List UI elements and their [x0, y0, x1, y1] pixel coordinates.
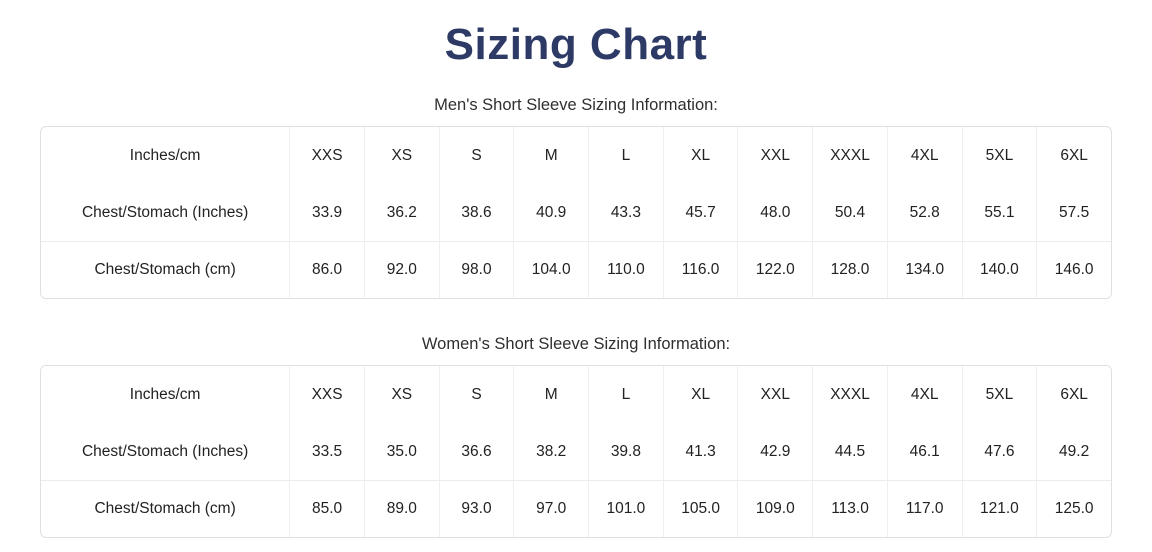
value-cell: 134.0	[886, 241, 962, 298]
value-cell: 125.0	[1036, 480, 1111, 537]
value-cell: 146.0	[1036, 241, 1111, 298]
table-row: Chest/Stomach (Inches) 33.5 35.0 36.6 38.2 39…	[41, 423, 1111, 480]
value-cell: 49.2	[1036, 423, 1111, 480]
size-header-cell: XXXL	[812, 127, 887, 184]
value-cell: 121.0	[961, 480, 1037, 537]
value-cell: 39.8	[588, 423, 663, 480]
value-cell: 33.9	[289, 184, 364, 241]
value-cell: 35.0	[363, 423, 439, 480]
value-cell: 38.6	[438, 184, 514, 241]
size-header-cell: XXL	[737, 366, 812, 423]
value-cell: 97.0	[513, 480, 589, 537]
size-header-cell: S	[438, 366, 514, 423]
header-row: Inches/cm XXS XS S M L XL XXL XXXL 4XL 5XL 6XL	[41, 127, 1111, 184]
size-header-cell: XS	[363, 366, 439, 423]
table-row: Chest/Stomach (Inches) 33.9 36.2 38.6 40.9 43…	[41, 184, 1111, 241]
value-cell: 86.0	[289, 241, 364, 298]
value-cell: 117.0	[886, 480, 962, 537]
value-cell: 98.0	[438, 241, 514, 298]
size-header-cell: 6XL	[1036, 127, 1111, 184]
value-cell: 46.1	[886, 423, 962, 480]
womens-sizing-table: Inches/cm XXS XS S M L XL XXL XXXL 4XL 5XL 6XL Chest…	[40, 365, 1112, 538]
mens-sizing-section: Men's Short Sleeve Sizing Information: I…	[40, 96, 1112, 299]
value-cell: 33.5	[289, 423, 364, 480]
value-cell: 122.0	[737, 241, 813, 298]
size-header-cell: S	[438, 127, 514, 184]
value-cell: 38.2	[513, 423, 588, 480]
value-cell: 44.5	[812, 423, 887, 480]
row-label-cell: Chest/Stomach (cm)	[41, 480, 290, 537]
row-label-cell: Chest/Stomach (Inches)	[81, 203, 249, 221]
value-cell: 109.0	[737, 480, 813, 537]
value-cell: 43.3	[588, 184, 663, 241]
value-cell: 116.0	[662, 241, 738, 298]
header-row: Inches/cm XXS XS S M L XL XXL XXXL 4XL 5XL 6XL	[41, 366, 1111, 423]
size-header-cell: XL	[662, 127, 738, 184]
value-cell: 41.3	[662, 423, 738, 480]
table-row: Chest/Stomach (cm) 86.0 92.0 98.0 104.0 110.0…	[41, 241, 1111, 298]
value-cell: 92.0	[363, 241, 439, 298]
value-cell: 110.0	[588, 241, 663, 298]
unit-header-cell: Inches/cm	[129, 385, 201, 403]
value-cell: 40.9	[513, 184, 588, 241]
size-header-cell: XXL	[737, 127, 812, 184]
value-cell: 45.7	[662, 184, 738, 241]
row-label-cell: Chest/Stomach (Inches)	[81, 442, 249, 460]
size-header-cell: L	[588, 127, 663, 184]
size-header-cell: 5XL	[961, 127, 1037, 184]
row-label-cell: Chest/Stomach (cm)	[41, 241, 290, 298]
value-cell: 47.6	[961, 423, 1037, 480]
value-cell: 48.0	[737, 184, 812, 241]
value-cell: 101.0	[588, 480, 663, 537]
womens-sizing-section: Women's Short Sleeve Sizing Information:…	[40, 335, 1112, 538]
unit-header-cell: Inches/cm	[129, 146, 201, 164]
page-title: Sizing Chart	[444, 20, 708, 69]
womens-table-caption: Women's Short Sleeve Sizing Information:	[421, 335, 731, 353]
size-header-cell: XXXL	[812, 366, 887, 423]
value-cell: 36.2	[363, 184, 439, 241]
value-cell: 93.0	[438, 480, 514, 537]
value-cell: 42.9	[737, 423, 812, 480]
size-header-cell: XS	[363, 127, 439, 184]
value-cell: 89.0	[363, 480, 439, 537]
value-cell: 55.1	[961, 184, 1037, 241]
size-header-cell: XXS	[289, 127, 364, 184]
size-header-cell: XXS	[289, 366, 364, 423]
size-header-cell: 4XL	[886, 366, 962, 423]
value-cell: 50.4	[812, 184, 887, 241]
mens-sizing-table: Inches/cm XXS XS S M L XL XXL XXXL 4XL 5XL 6XL Chest…	[40, 126, 1112, 299]
value-cell: 113.0	[812, 480, 887, 537]
value-cell: 104.0	[513, 241, 589, 298]
value-cell: 36.6	[438, 423, 514, 480]
value-cell: 105.0	[662, 480, 738, 537]
size-header-cell: 5XL	[961, 366, 1037, 423]
size-header-cell: M	[513, 127, 588, 184]
size-header-cell: 4XL	[886, 127, 962, 184]
size-header-cell: XL	[662, 366, 738, 423]
size-header-cell: 6XL	[1036, 366, 1111, 423]
size-header-cell: L	[588, 366, 663, 423]
value-cell: 85.0	[289, 480, 364, 537]
table-row: Chest/Stomach (cm) 85.0 89.0 93.0 97.0 101.0 1…	[41, 480, 1111, 537]
mens-table-caption: Men's Short Sleeve Sizing Information:	[434, 96, 718, 114]
size-header-cell: M	[513, 366, 588, 423]
value-cell: 57.5	[1036, 184, 1111, 241]
value-cell: 140.0	[961, 241, 1037, 298]
value-cell: 52.8	[886, 184, 962, 241]
value-cell: 128.0	[812, 241, 887, 298]
